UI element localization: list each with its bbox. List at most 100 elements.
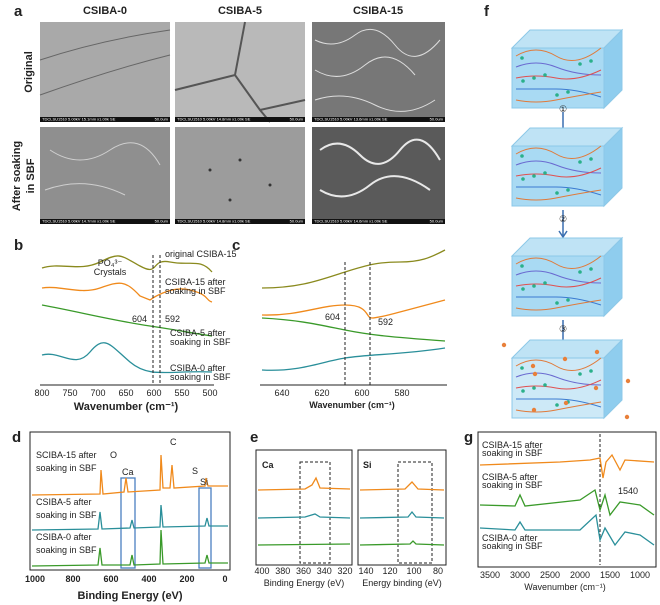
particle	[521, 177, 525, 181]
image-scale: 50.0um	[430, 117, 444, 122]
x-tick-label: 580	[394, 388, 409, 398]
label: CSIBA-5	[218, 5, 262, 17]
x-tick-label: 360	[296, 566, 311, 576]
x-tick-label: 3500	[480, 570, 500, 580]
label: O	[110, 450, 117, 460]
x-tick-label: 200	[179, 574, 194, 584]
image-info: TDCLSU1510 5.00kV 13.6mm x1.00k SE	[314, 117, 388, 122]
crystal	[531, 407, 537, 413]
shape	[268, 183, 272, 187]
label: b	[14, 237, 23, 254]
label: S	[192, 466, 198, 476]
cube-top	[510, 237, 624, 257]
particle	[555, 191, 559, 195]
x-tick-label: 340	[317, 566, 332, 576]
caption-bar	[175, 219, 305, 224]
x-tick-label: 800	[34, 388, 49, 398]
panel-b: b original CSIBA-15 PO₄³⁻ Crystals CSIBA…	[14, 237, 237, 413]
x-tick-label: 320	[337, 566, 352, 576]
polymer-chain	[515, 379, 602, 390]
spectrum-curve	[261, 347, 446, 371]
panel-a: a CSIBA-0 CSIBA-5 CSIBA-15 Original Afte…	[11, 3, 445, 224]
polymer-chain	[515, 160, 602, 174]
particle	[578, 270, 582, 274]
crystal	[625, 378, 631, 384]
particle	[578, 372, 582, 376]
label: Wavenumber (cm⁻¹)	[74, 401, 179, 413]
spectrum-curve	[41, 255, 213, 273]
shape	[29, 431, 231, 571]
image-scale: 50.0um	[290, 117, 304, 122]
cube-top	[510, 339, 624, 359]
label: 604	[325, 312, 340, 322]
x-tick-label: 0	[222, 574, 227, 584]
x-tick-label: 140	[358, 566, 373, 576]
x-tick-label: 700	[90, 388, 105, 398]
polymer-chain	[515, 47, 602, 61]
x-tick-label: 400	[141, 574, 156, 584]
caption-bar	[40, 117, 170, 122]
spectrum-curve	[31, 504, 228, 531]
shape	[228, 198, 232, 202]
shape	[299, 461, 331, 564]
image-scale: 50.0um	[155, 117, 169, 122]
crystal	[594, 349, 600, 355]
spectrum-curve	[31, 529, 228, 567]
x-tick-label: 750	[62, 388, 77, 398]
x-tick-label: 80	[433, 566, 443, 576]
label: soaking in SBF	[482, 448, 543, 458]
label: soaking in SBF	[36, 545, 97, 555]
label: CSIBA-0 after	[482, 533, 538, 543]
polymer-chain	[516, 88, 602, 98]
particle	[589, 157, 593, 161]
polymer-chain	[515, 69, 602, 80]
spectrum-curve	[31, 454, 228, 496]
polymer-chain	[515, 398, 602, 408]
label: ③	[559, 324, 567, 334]
shape	[357, 449, 447, 566]
crystal	[563, 400, 569, 406]
shape	[501, 28, 631, 420]
spectrum-curve	[261, 317, 446, 342]
shape	[208, 168, 212, 172]
spectrum-curve	[479, 513, 655, 547]
label: 592	[378, 317, 393, 327]
label: CSIBA-15 after	[165, 277, 226, 287]
polymer-chain	[515, 91, 602, 103]
crystal	[530, 363, 536, 369]
label: in SBF	[25, 158, 37, 193]
particle	[520, 56, 524, 60]
particle	[521, 287, 525, 291]
particle	[566, 90, 570, 94]
x-tick-label: 650	[118, 388, 133, 398]
polymer-chain	[515, 299, 602, 311]
panel-f: f ① ② ③	[484, 3, 631, 420]
x-tick-label: 120	[382, 566, 397, 576]
polymer-chain	[515, 62, 602, 76]
label: After soaking	[11, 141, 23, 211]
polymer-chain	[516, 296, 602, 306]
label: CSIBA-5 after	[36, 497, 92, 507]
crystal	[501, 342, 507, 348]
particle	[555, 93, 559, 97]
spectrum-curve	[479, 488, 655, 517]
crystal	[593, 385, 599, 391]
x-tick-label: 1000	[630, 570, 650, 580]
particle	[566, 188, 570, 192]
label: soaking in SBF	[482, 541, 543, 551]
image-scale: 50.0um	[290, 219, 304, 224]
particle	[543, 383, 547, 387]
spectrum-curve	[261, 299, 446, 319]
x-tick-label: 3000	[510, 570, 530, 580]
polymer-chain	[515, 270, 602, 284]
x-tick-label: 640	[274, 388, 289, 398]
x-tick-label: 100	[406, 566, 421, 576]
shape	[319, 138, 441, 198]
panel-e: e Ca Si Binding Energy (eV) Energy bindi…	[250, 429, 447, 588]
particle	[521, 389, 525, 393]
label: CSIBA-15 after	[482, 440, 543, 450]
label: Si	[200, 477, 208, 487]
label: CSIBA-5 after	[170, 328, 226, 338]
caption-bar	[312, 117, 445, 122]
spectrum-curve	[41, 304, 213, 337]
